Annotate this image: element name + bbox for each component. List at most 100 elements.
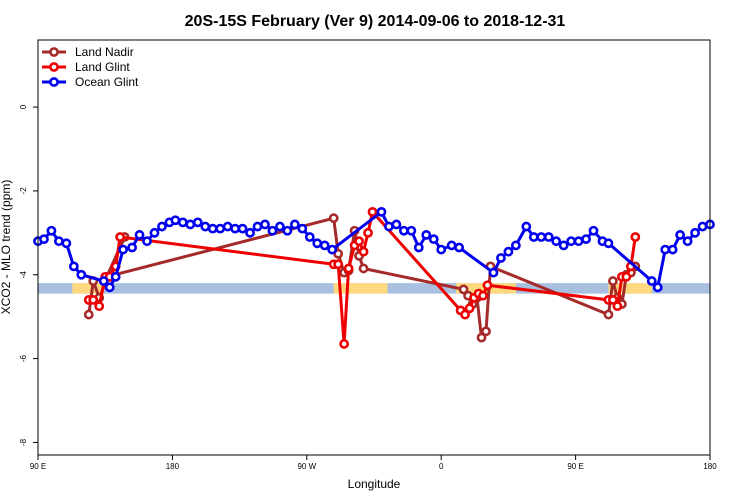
x-tick-label: 0 (439, 462, 444, 471)
legend-label: Land Glint (75, 60, 130, 74)
data-point (363, 227, 373, 238)
data-point (496, 253, 506, 263)
legend-label: Land Nadir (75, 45, 134, 59)
data-point (406, 225, 417, 236)
data-point (646, 276, 657, 286)
x-axis: 90 E 180 90 W 0 90 E 180 (30, 455, 717, 471)
data-point (690, 227, 700, 238)
plot-frame (37, 39, 711, 456)
data-point (543, 232, 554, 242)
data-point (110, 271, 121, 282)
data-point (327, 244, 338, 255)
data-point (245, 227, 255, 238)
data-point (275, 221, 285, 232)
data-point (177, 217, 188, 228)
series-land-nadir (83, 213, 641, 343)
data-point (185, 219, 196, 230)
data-point (61, 238, 72, 249)
data-point (528, 232, 539, 242)
data-point (446, 240, 457, 251)
data-point (260, 219, 270, 230)
x-tick-label: 180 (166, 462, 180, 471)
data-point (551, 236, 562, 247)
data-point (54, 236, 64, 247)
data-point (343, 263, 354, 274)
data-point (454, 242, 465, 253)
series-line (88, 210, 637, 346)
legend-marker (49, 77, 59, 87)
data-point (436, 244, 447, 255)
data-point (481, 326, 491, 337)
series-layer (33, 206, 715, 349)
data-point (200, 221, 211, 232)
data-point (142, 236, 152, 247)
data-point (83, 309, 94, 320)
data-point (215, 223, 226, 234)
data-point (157, 221, 167, 232)
data-point (76, 269, 87, 280)
data-point (488, 267, 499, 278)
legend-item: Land Glint (42, 60, 130, 74)
data-point (134, 230, 145, 240)
data-point (98, 276, 109, 286)
data-point (118, 244, 129, 255)
data-point (358, 263, 369, 274)
data-point (104, 282, 115, 293)
data-point (428, 234, 439, 245)
data-point (39, 234, 49, 245)
series-line (37, 210, 711, 289)
data-point (603, 238, 614, 249)
data-point (652, 282, 663, 293)
data-point (566, 236, 577, 247)
land-band-3 (608, 283, 652, 294)
data-point (312, 238, 323, 249)
data-point (333, 259, 344, 270)
legend-marker (49, 47, 59, 57)
data-point (319, 240, 330, 251)
data-point (588, 225, 599, 236)
data-point (413, 242, 424, 253)
y-tick-label: -8 (19, 438, 28, 446)
data-point (682, 236, 693, 247)
data-point (621, 271, 632, 282)
data-point (289, 219, 300, 230)
data-point (510, 240, 521, 251)
data-point (354, 236, 364, 247)
series-ocean-glint (33, 206, 715, 293)
data-point (398, 225, 409, 236)
data-point (222, 221, 233, 232)
data-point (573, 236, 584, 247)
data-point (230, 223, 241, 234)
data-point (697, 221, 708, 232)
x-axis-label: Longitude (348, 477, 401, 491)
data-point (503, 246, 514, 257)
data-point (603, 309, 614, 320)
data-point (460, 309, 470, 320)
data-point (558, 240, 569, 251)
data-point (358, 246, 369, 257)
data-point (267, 225, 278, 236)
data-point (88, 294, 99, 305)
data-point (478, 290, 488, 301)
y-axis-label: XCO2 - MLO trend (ppm) (0, 180, 13, 315)
land-band-1 (333, 283, 388, 294)
data-point (581, 234, 591, 245)
data-point (476, 332, 487, 343)
data-point (521, 221, 532, 232)
legend-label: Ocean Glint (75, 75, 139, 89)
data-point (608, 276, 618, 286)
data-point (612, 301, 623, 312)
data-point (482, 280, 493, 291)
data-point (660, 244, 671, 255)
legend-marker (49, 62, 59, 72)
data-point (115, 232, 126, 242)
x-tick-label: 90 E (567, 462, 583, 471)
data-point (170, 215, 181, 226)
data-point (94, 301, 105, 312)
x-tick-label: 180 (703, 462, 717, 471)
data-point (297, 223, 308, 234)
data-point (667, 244, 678, 255)
legend-item: Land Nadir (42, 45, 134, 59)
